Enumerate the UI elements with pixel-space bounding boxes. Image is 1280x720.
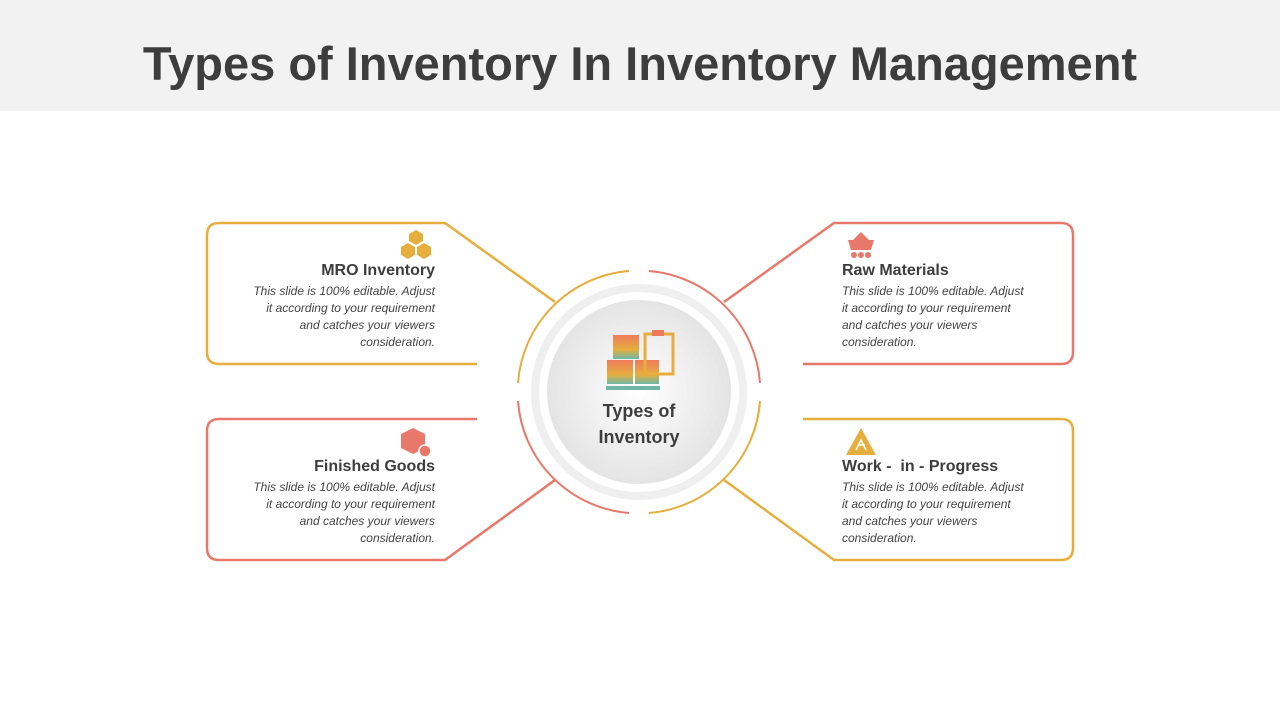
card-body: This slide is 100% editable. Adjust it a…: [253, 284, 435, 349]
title-bar: [0, 0, 1280, 111]
card-work-in-progress: Work - in - Progress This slide is 100% …: [842, 458, 1032, 547]
card-raw-materials: Raw Materials This slide is 100% editabl…: [842, 262, 1032, 351]
card-outline-wip: [723, 417, 1075, 562]
card-title: MRO Inventory: [321, 262, 435, 279]
box-check-icon: [401, 428, 432, 458]
construction-sign-icon: [846, 428, 876, 455]
card-body: This slide is 100% editable. Adjust it a…: [253, 480, 435, 545]
card-body: This slide is 100% editable. Adjust it a…: [842, 480, 1024, 545]
stacked-boxes-icon: [401, 230, 431, 259]
card-title: Raw Materials: [842, 262, 949, 279]
card-title: Work - in - Progress: [842, 458, 999, 475]
center-circle: [547, 300, 731, 484]
card-outline-raw: [723, 221, 1075, 366]
card-title: Finished Goods: [314, 458, 435, 475]
inventory-boxes-clipboard-icon: [606, 330, 675, 390]
arc-bottom-right: [648, 400, 761, 514]
arc-top-right: [648, 270, 761, 384]
mine-cart-icon: [848, 232, 874, 258]
page-title: Types of Inventory In Inventory Manageme…: [142, 37, 1138, 90]
center-label: Types of Inventory: [598, 401, 680, 447]
card-outline-finished: [205, 417, 556, 562]
card-mro-inventory: MRO Inventory This slide is 100% editabl…: [245, 262, 435, 351]
arc-bottom-left: [517, 400, 630, 514]
arc-top-left: [517, 270, 630, 384]
card-outline-mro: [205, 221, 556, 366]
card-body: This slide is 100% editable. Adjust it a…: [842, 284, 1024, 349]
card-finished-goods: Finished Goods This slide is 100% editab…: [245, 458, 435, 547]
center-ring: [531, 284, 747, 500]
